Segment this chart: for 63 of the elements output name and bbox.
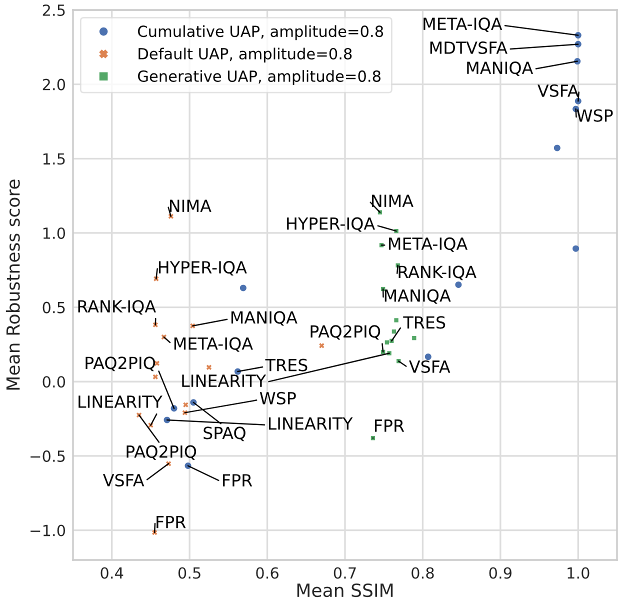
point [384, 340, 390, 344]
point [319, 343, 324, 348]
annotation: VSFA [409, 360, 450, 373]
annotation: MANIQA [384, 289, 451, 304]
y-tick-label: 2.0 [42, 78, 66, 90]
point [572, 245, 580, 252]
point [455, 281, 462, 288]
point [412, 336, 416, 340]
annotation: WSP [260, 392, 296, 405]
point [554, 144, 560, 152]
annotation: RANK-IQA [398, 266, 476, 280]
annotation: MDTVSFA [430, 41, 508, 54]
x-tick-label: 1.0 [568, 567, 590, 579]
y-tick-label: 0.0 [42, 376, 66, 388]
annotation: HYPER-IQA [287, 217, 375, 232]
annotation: FPR [156, 516, 186, 528]
annotation: META-IQA [174, 337, 253, 352]
annotation: NIMA [372, 194, 414, 207]
annotation: NIMA [170, 200, 212, 212]
annotation: VSFA [538, 84, 579, 97]
annotation: TRES [265, 358, 308, 372]
annotation: RANK-IQA [78, 300, 156, 315]
annotation: WSP [576, 109, 613, 122]
annotation: META-IQA [424, 18, 502, 32]
annotation: LINEARITY [78, 396, 162, 408]
annotation: META-IQA [389, 237, 468, 252]
annotation: LINEARITY [182, 374, 266, 387]
point [424, 354, 432, 360]
y-tick-label: −0.5 [30, 450, 65, 462]
x-tick-label: 0.4 [100, 567, 124, 579]
annotation: TRES [403, 316, 446, 329]
point [183, 402, 188, 408]
y-tick-label: 1.5 [43, 153, 65, 165]
legend-label: Default UAP, amplitude=0.8 [138, 48, 352, 62]
legend-label: Generative UAP, amplitude=0.8 [138, 70, 380, 85]
point [206, 364, 212, 370]
x-tick-label: 0.7 [334, 567, 356, 579]
y-tick-label: 2.5 [42, 4, 65, 16]
y-tick-label: 1.0 [43, 227, 66, 239]
legend-label: Cumulative UAP, amplitude=0.8 [138, 25, 384, 40]
y-tick-label: 0.5 [42, 302, 65, 314]
x-tick-label: 0.9 [489, 567, 512, 579]
annotation: SPAQ [204, 426, 246, 442]
annotation: PAQ2PIQ [126, 445, 196, 460]
x-tick-label: 0.5 [178, 567, 200, 579]
annotation: PAQ2PIQ [86, 356, 156, 372]
point [240, 284, 246, 292]
annotation: FPR [223, 474, 252, 486]
x-tick-label: 0.8 [412, 567, 434, 579]
y-axis-title: Mean Robustness score [6, 180, 20, 390]
x-axis-title: Mean SSIM [297, 583, 393, 598]
x-tick-label: 0.6 [256, 567, 278, 579]
point [152, 374, 158, 380]
annotation: VSFA [102, 474, 144, 487]
annotation: HYPER-IQA [158, 260, 247, 276]
annotation: MANIQA [231, 311, 298, 326]
annotation: MANIQA [467, 62, 534, 76]
annotation: PAQ2PIQ [310, 325, 380, 340]
point [394, 318, 398, 322]
point [392, 329, 396, 334]
annotation: LINEARITY [268, 417, 353, 430]
annotation: FPR [375, 420, 404, 432]
y-tick-label: −1.0 [30, 524, 66, 536]
